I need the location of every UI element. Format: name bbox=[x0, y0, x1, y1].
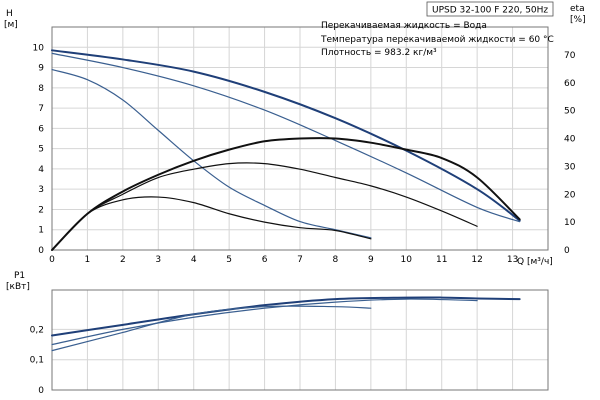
y-tick-label: 8 bbox=[38, 84, 44, 94]
annotation-density: Плотность = 983.2 кг/м³ bbox=[321, 48, 437, 58]
x-tick-label: 10 bbox=[401, 255, 413, 265]
y-tick-label: 2 bbox=[38, 205, 44, 215]
y-tick-label: 9 bbox=[38, 64, 44, 74]
y2-tick-label: 50 bbox=[564, 107, 576, 117]
x-tick-label: 5 bbox=[226, 255, 232, 265]
x-tick-label: 11 bbox=[436, 255, 447, 265]
y2-axis-label: eta bbox=[570, 4, 585, 14]
bottom-plot-frame bbox=[51, 289, 549, 391]
title-box bbox=[426, 1, 554, 17]
y-tick-label: 0 bbox=[38, 246, 44, 256]
x-tick-label: 4 bbox=[191, 255, 197, 265]
bottom-tick-labels: 0 0,1 0,2 bbox=[30, 325, 45, 396]
y2-tick-label: 0 bbox=[564, 246, 570, 256]
efficiency-curve bbox=[51, 162, 478, 251]
y-axis-label: H bbox=[6, 9, 13, 19]
y2-tick-label: 30 bbox=[564, 162, 576, 172]
y-tick-label: 4 bbox=[38, 165, 44, 175]
y2-axis-unit: [%] bbox=[570, 15, 586, 25]
power-tick-label: 0 bbox=[38, 386, 44, 396]
y-tick-label: 3 bbox=[38, 185, 44, 195]
power-axis-label: P1 bbox=[14, 271, 25, 281]
y-axis-unit: [м] bbox=[4, 20, 18, 30]
annotation-temperature: Температура перекачиваемой жидкости = 60… bbox=[320, 35, 554, 45]
power-curve bbox=[51, 298, 478, 346]
top-plot-frame bbox=[51, 26, 549, 251]
power-curve bbox=[51, 305, 372, 352]
annotation-liquid: Перекачиваемая жидкость = Вода bbox=[321, 21, 487, 31]
power-tick-label: 0,2 bbox=[30, 325, 44, 335]
efficiency-curve bbox=[51, 137, 521, 251]
y2-tick-label: 60 bbox=[564, 79, 576, 89]
top-tick-labels: 0 1 2 3 4 5 6 7 8 9 10 11 12 130123456789100102030405… bbox=[33, 43, 576, 265]
x-tick-label: 2 bbox=[120, 255, 126, 265]
y-tick-label: 1 bbox=[38, 226, 44, 236]
y-tick-label: 5 bbox=[38, 145, 44, 155]
y2-tick-label: 40 bbox=[564, 135, 576, 145]
head-curve bbox=[51, 52, 521, 223]
x-tick-label: 0 bbox=[49, 255, 55, 265]
power-tick-label: 0,1 bbox=[30, 356, 44, 366]
head-curve bbox=[51, 68, 372, 239]
y-tick-label: 6 bbox=[38, 124, 44, 134]
x-tick-label: 6 bbox=[262, 255, 268, 265]
efficiency-curve bbox=[51, 196, 372, 251]
top-curves bbox=[51, 49, 521, 251]
x-tick-label: 1 bbox=[85, 255, 91, 265]
x-tick-label: 13 bbox=[507, 255, 518, 265]
y-tick-label: 10 bbox=[33, 43, 45, 53]
x-tick-label: 12 bbox=[471, 255, 482, 265]
x-tick-label: 9 bbox=[368, 255, 374, 265]
x-tick-label: 8 bbox=[333, 255, 339, 265]
x-tick-label: 7 bbox=[297, 255, 303, 265]
x-axis-unit: [м³/ч] bbox=[527, 257, 553, 267]
x-axis-label: Q bbox=[517, 257, 524, 267]
x-tick-label: 3 bbox=[155, 255, 161, 265]
y-tick-label: 7 bbox=[38, 104, 44, 114]
y2-tick-label: 70 bbox=[564, 51, 576, 61]
head-curve bbox=[51, 49, 521, 222]
y2-tick-label: 20 bbox=[564, 190, 576, 200]
bottom-curves bbox=[51, 296, 521, 352]
chart-title: UPSD 32-100 F 220, 50Hz bbox=[432, 6, 548, 16]
y2-tick-label: 10 bbox=[564, 218, 576, 228]
power-curve bbox=[51, 296, 521, 337]
power-axis-unit: [кВт] bbox=[6, 282, 30, 292]
